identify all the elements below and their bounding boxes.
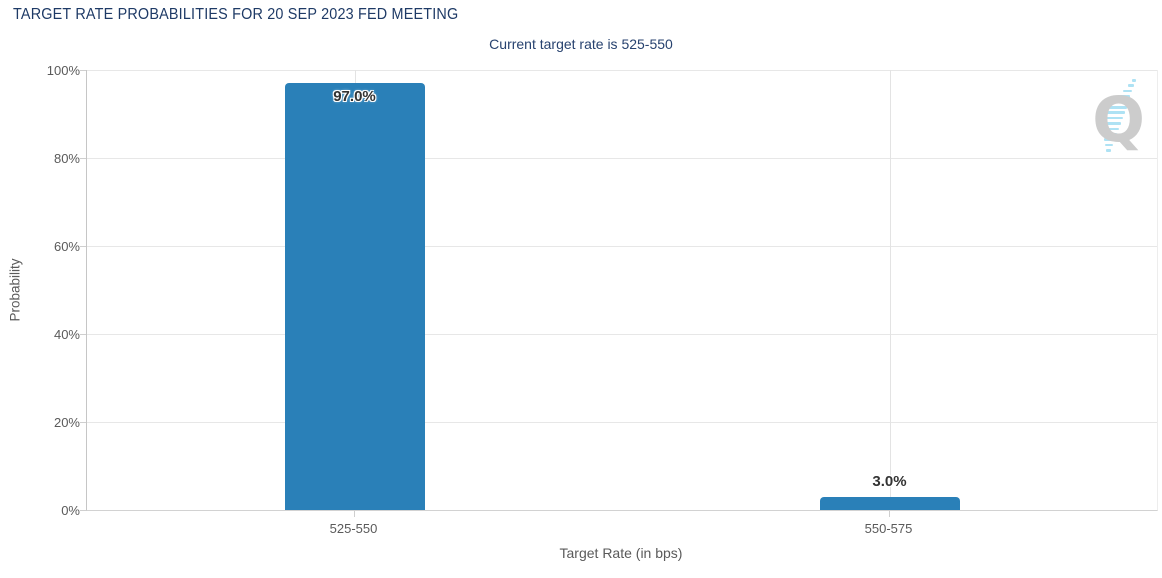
watermark-dash: [1108, 106, 1127, 109]
y-gridline: [87, 70, 1157, 71]
watermark-dash: [1101, 122, 1121, 125]
bar-525-550[interactable]: [284, 83, 425, 510]
bar-550-575[interactable]: [819, 496, 960, 510]
y-gridline: [87, 422, 1157, 423]
y-gridline: [87, 158, 1157, 159]
watermark-dash: [1123, 89, 1133, 93]
y-tick-label: 80%: [53, 151, 80, 166]
y-gridline: [87, 334, 1157, 335]
watermark-dash: [1106, 149, 1112, 152]
y-tick-mark: [80, 158, 86, 159]
y-tick-label: 100%: [46, 63, 80, 78]
watermark: Q: [1010, 75, 1155, 175]
watermark-dash: [1104, 138, 1116, 141]
y-tick-label: 20%: [53, 415, 80, 430]
chart-subtitle: Current target rate is 525-550: [489, 36, 673, 52]
watermark-dash: [1128, 84, 1135, 87]
y-tick-mark: [80, 246, 86, 247]
plot-area: 97.0% 3.0% Q: [86, 70, 1158, 511]
y-tick-label: 60%: [53, 239, 80, 254]
x-tick-mark: [888, 511, 890, 517]
watermark-dash: [1105, 143, 1114, 147]
watermark-dash: [1102, 116, 1123, 120]
chart-title: TARGET RATE PROBABILITIES FOR 20 SEP 202…: [13, 6, 459, 23]
x-tick-label: 550-575: [864, 521, 913, 536]
y-tick-mark: [80, 510, 86, 511]
watermark-dash: [1103, 133, 1117, 136]
y-tick-mark: [80, 334, 86, 335]
x-axis-title: Target Rate (in bps): [559, 545, 683, 561]
watermark-dash: [1132, 79, 1136, 82]
watermark-dash: [1118, 95, 1131, 98]
y-tick-mark: [80, 70, 86, 71]
y-tick-label: 40%: [53, 327, 80, 342]
watermark-dash: [1101, 127, 1119, 131]
y-tick-label: 0%: [61, 503, 80, 518]
x-tick-label: 525-550: [329, 521, 378, 536]
quikstrike-q-logo-icon: Q: [1092, 83, 1145, 156]
watermark-dash: [1104, 111, 1125, 114]
bar-value-label: 3.0%: [872, 472, 907, 490]
y-tick-mark: [80, 422, 86, 423]
y-axis-title: Probability: [7, 258, 23, 322]
x-tick-mark: [353, 511, 355, 517]
watermark-dash: [1113, 100, 1129, 104]
y-gridline: [87, 246, 1157, 247]
x-gridline: [889, 70, 891, 510]
bar-value-label: 97.0%: [333, 88, 376, 106]
